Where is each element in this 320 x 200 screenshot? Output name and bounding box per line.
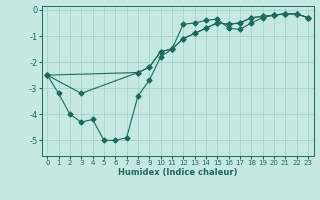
X-axis label: Humidex (Indice chaleur): Humidex (Indice chaleur) <box>118 168 237 177</box>
